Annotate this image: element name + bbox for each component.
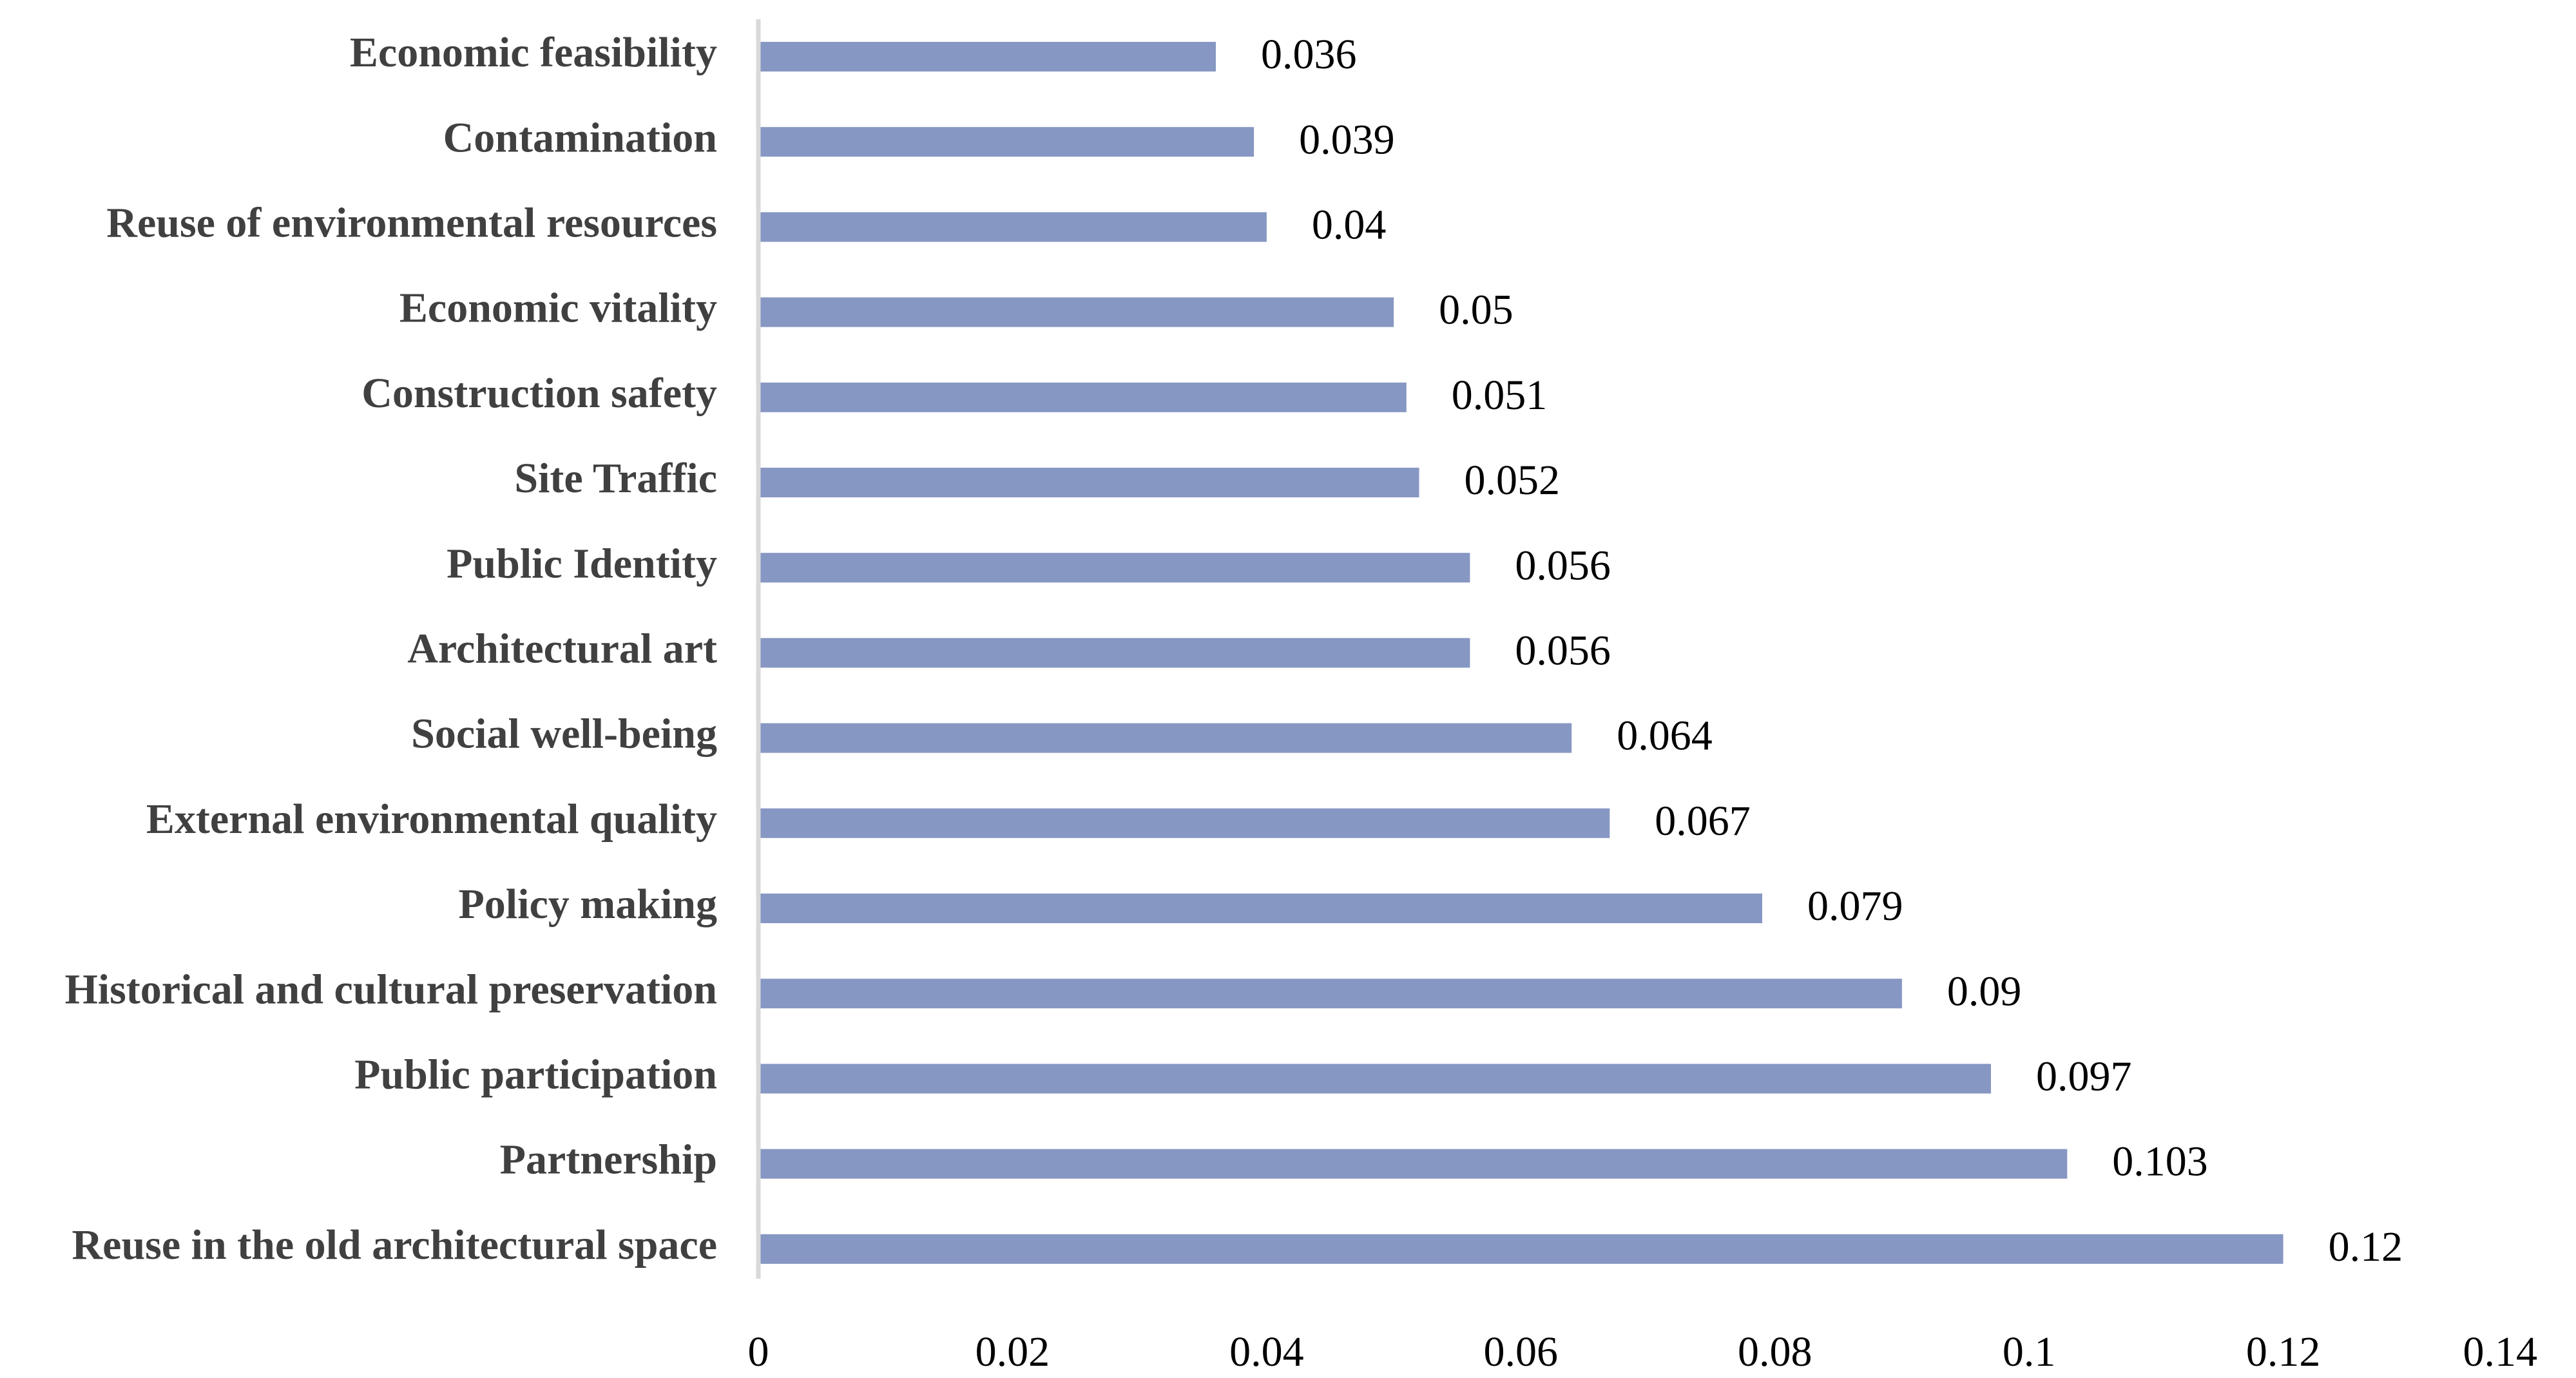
bars-group	[758, 42, 2283, 1264]
category-label: Construction safety	[361, 370, 717, 417]
value-label: 0.051	[1452, 372, 1548, 419]
value-label: 0.056	[1515, 627, 1611, 675]
category-labels-group: Economic feasibility Contamination Reuse o…	[64, 29, 717, 1268]
bar	[758, 553, 1470, 583]
x-tick-label: 0.08	[1738, 1328, 1812, 1375]
x-tick-label: 0.12	[2246, 1328, 2321, 1375]
bar	[758, 723, 1572, 753]
category-label: Site Traffic	[514, 455, 717, 502]
category-label: Partnership	[500, 1136, 717, 1183]
bar	[758, 468, 1419, 497]
value-label: 0.05	[1439, 287, 1514, 334]
category-label: Public participation	[354, 1051, 717, 1098]
x-tick-label: 0.02	[976, 1328, 1050, 1375]
category-label: Policy making	[458, 881, 717, 928]
value-label: 0.09	[1947, 968, 2022, 1015]
category-label: Social well-being	[411, 711, 717, 758]
bar	[758, 1234, 2283, 1264]
x-tick-label: 0.06	[1484, 1328, 1559, 1375]
tick-labels-group: 0 0.02 0.04 0.06 0.08 0.1 0.12 0.14	[748, 1328, 2538, 1375]
value-label: 0.097	[2036, 1053, 2132, 1100]
x-tick-label: 0.04	[1229, 1328, 1304, 1375]
bar	[758, 42, 1216, 72]
value-label: 0.103	[2112, 1138, 2208, 1185]
category-label: Economic feasibility	[350, 29, 717, 76]
category-label: Reuse of environmental resources	[106, 200, 717, 247]
category-label: Architectural art	[407, 626, 717, 673]
value-label: 0.056	[1515, 542, 1611, 589]
value-label: 0.067	[1655, 798, 1751, 845]
bar	[758, 638, 1470, 668]
category-label: Contamination	[443, 114, 717, 161]
category-label: Reuse in the old architectural space	[72, 1221, 717, 1268]
category-label: External environmental quality	[146, 796, 717, 843]
bar	[758, 127, 1254, 157]
value-label: 0.036	[1261, 31, 1357, 78]
value-label: 0.079	[1807, 883, 1903, 930]
value-labels-group: 0.0360.0390.040.050.0510.0520.0560.0560.…	[1261, 31, 2403, 1270]
value-label: 0.064	[1617, 713, 1713, 760]
value-label: 0.04	[1312, 202, 1386, 249]
bar	[758, 1149, 2068, 1179]
bar	[758, 297, 1394, 327]
bar	[758, 212, 1267, 242]
value-label: 0.039	[1299, 116, 1395, 163]
x-tick-label: 0.14	[2463, 1328, 2538, 1375]
value-label: 0.052	[1465, 457, 1561, 504]
bar	[758, 1064, 1991, 1094]
x-tick-label: 0	[748, 1328, 769, 1375]
bar	[758, 382, 1407, 412]
x-tick-label: 0.1	[2003, 1328, 2056, 1375]
bar	[758, 808, 1610, 838]
category-label: Economic vitality	[399, 285, 717, 332]
value-label: 0.12	[2329, 1223, 2403, 1270]
category-label: Public Identity	[447, 540, 717, 587]
bar	[758, 894, 1762, 923]
bar	[758, 979, 1902, 1009]
category-label: Historical and cultural preservation	[64, 966, 717, 1013]
